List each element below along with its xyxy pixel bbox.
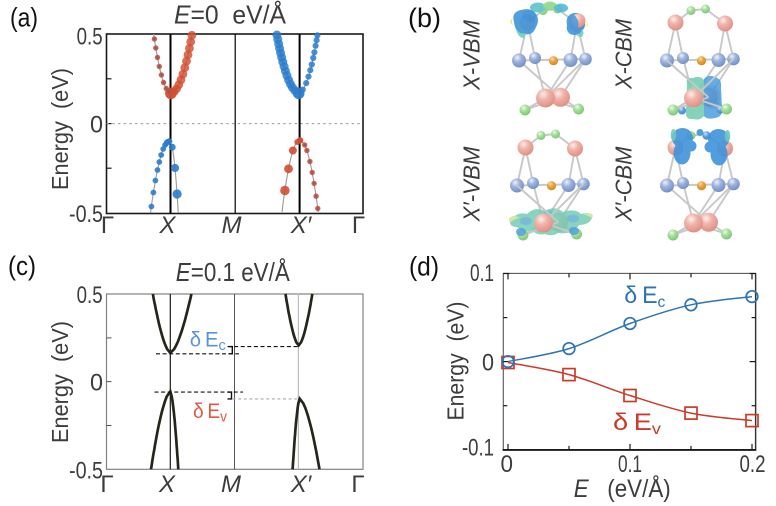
svg-text:0.5: 0.5 — [77, 282, 103, 309]
svg-text:E=0 eV/Å: E=0 eV/Å — [174, 0, 287, 30]
svg-text:X: X — [158, 212, 176, 239]
svg-text:Energy (eV): Energy (eV) — [443, 302, 469, 421]
svg-text:M: M — [221, 471, 241, 498]
svg-text:Γ: Γ — [352, 212, 365, 239]
svg-text:X′: X′ — [290, 212, 313, 239]
svg-text:Γ: Γ — [351, 471, 364, 498]
svg-text:(a): (a) — [10, 3, 38, 33]
svg-text:Γ: Γ — [101, 212, 114, 239]
svg-text:E (eV/Å): E (eV/Å) — [574, 473, 671, 503]
svg-text:-0.5: -0.5 — [69, 201, 103, 228]
svg-text:M: M — [222, 212, 242, 239]
svg-text:X′: X′ — [290, 471, 313, 498]
svg-text:X: X — [158, 471, 176, 498]
svg-text:(d): (d) — [409, 252, 439, 282]
svg-text:Γ: Γ — [100, 471, 113, 498]
svg-text:Energy (eV): Energy (eV) — [47, 321, 73, 443]
svg-text:X-CBM: X-CBM — [611, 18, 637, 90]
svg-text:0: 0 — [501, 451, 514, 478]
svg-text:0.1: 0.1 — [470, 260, 494, 287]
svg-text:-0.1: -0.1 — [462, 435, 494, 462]
svg-text:(b): (b) — [408, 3, 441, 33]
svg-text:(c): (c) — [8, 251, 36, 281]
svg-text:X′-VBM: X′-VBM — [459, 146, 485, 223]
svg-text:0.5: 0.5 — [77, 24, 103, 51]
svg-text:-0.5: -0.5 — [69, 457, 103, 484]
svg-text:0.1: 0.1 — [618, 451, 642, 478]
svg-text:0.2: 0.2 — [740, 451, 766, 478]
svg-text:0: 0 — [90, 370, 103, 397]
svg-text:Energy (eV): Energy (eV) — [47, 68, 73, 190]
svg-text:X-VBM: X-VBM — [459, 19, 485, 91]
svg-text:0: 0 — [90, 112, 103, 139]
svg-text:0: 0 — [482, 350, 494, 377]
svg-text:E=0.1 eV/Å: E=0.1 eV/Å — [176, 257, 291, 287]
svg-text:X′-CBM: X′-CBM — [611, 146, 637, 223]
